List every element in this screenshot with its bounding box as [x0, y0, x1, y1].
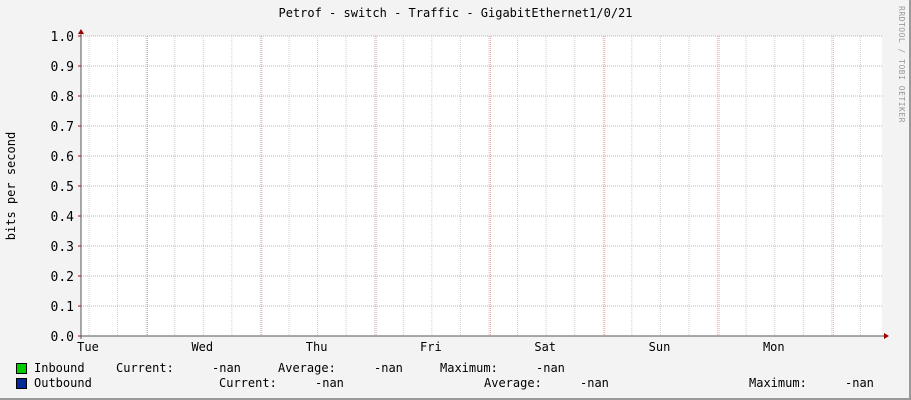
- outbound-average-label: Average:: [484, 376, 542, 390]
- x-tick-label: Fri: [420, 340, 442, 354]
- outbound-label: Outbound: [34, 376, 92, 390]
- outbound-swatch: [16, 378, 27, 389]
- y-tick-label: 0.0: [51, 330, 74, 345]
- x-tick-label: Tue: [77, 340, 99, 354]
- y-tick-label: 1.0: [51, 30, 74, 45]
- x-axis-arrow: [884, 333, 889, 339]
- inbound-current: -nan: [212, 361, 241, 375]
- inbound-maximum-label: Maximum:: [440, 361, 498, 375]
- chart-title: Petrof - switch - Traffic - GigabitEther…: [278, 6, 633, 20]
- x-tick-label: Sun: [649, 340, 671, 354]
- y-tick-label: 0.3: [51, 240, 74, 255]
- y-tick-label: 0.4: [51, 210, 75, 225]
- inbound-label: Inbound: [34, 361, 85, 375]
- inbound-maximum: -nan: [536, 361, 565, 375]
- x-tick-label: Wed: [191, 340, 213, 354]
- x-tick-label: Thu: [306, 340, 328, 354]
- outbound-current: -nan: [315, 376, 344, 390]
- inbound-swatch: [16, 363, 27, 374]
- y-tick-label: 0.2: [51, 270, 74, 285]
- y-tick-label: 0.5: [51, 180, 74, 195]
- watermark: RRDTOOL / TOBI OETIKER: [897, 6, 906, 123]
- outbound-maximum: -nan: [845, 376, 874, 390]
- inbound-average: -nan: [374, 361, 403, 375]
- x-tick-label: Mon: [763, 340, 785, 354]
- outbound-maximum-label: Maximum:: [749, 376, 807, 390]
- y-tick-label: 0.6: [51, 150, 74, 165]
- y-tick-label: 0.7: [51, 120, 74, 135]
- outbound-current-label: Current:: [219, 376, 277, 390]
- y-tick-label: 0.9: [51, 60, 74, 75]
- outbound-average: -nan: [580, 376, 609, 390]
- y-tick-label: 0.8: [51, 90, 74, 105]
- y-axis-arrow: [78, 29, 84, 34]
- inbound-current-label: Current:: [116, 361, 174, 375]
- x-tick-label: Sat: [534, 340, 556, 354]
- inbound-average-label: Average:: [278, 361, 336, 375]
- y-tick-label: 0.1: [51, 300, 74, 315]
